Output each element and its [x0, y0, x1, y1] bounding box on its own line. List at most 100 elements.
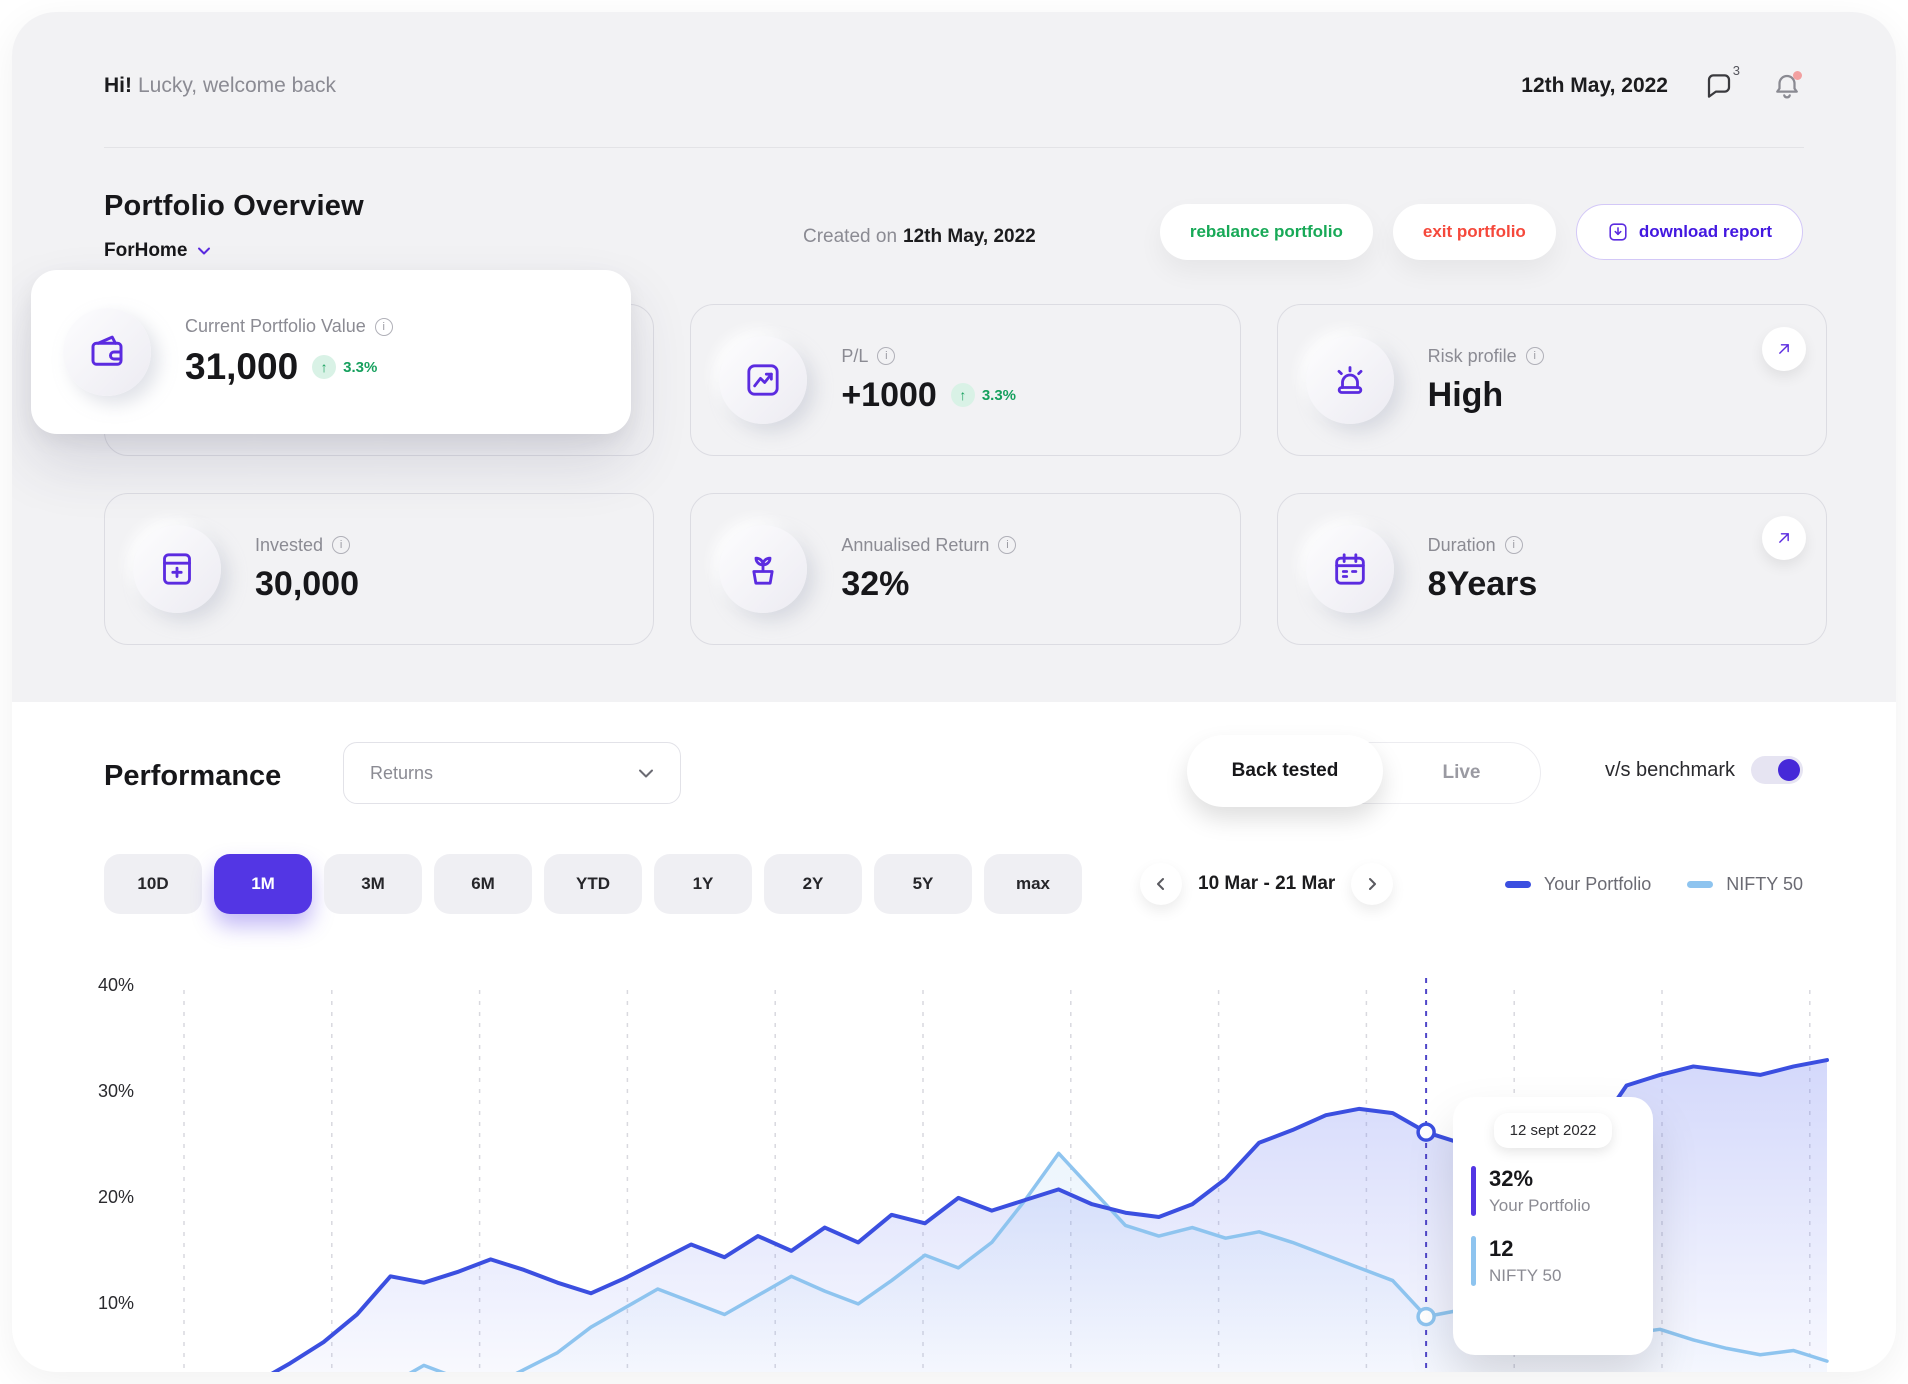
- stat-card-annualised-return: Annualised Return i 32%: [690, 493, 1241, 645]
- sprout-icon: [719, 525, 808, 613]
- page-title: Portfolio Overview: [104, 190, 364, 222]
- legend-nifty-label: NIFTY 50: [1726, 873, 1803, 894]
- chevron-down-icon: [639, 769, 653, 777]
- current-date: 12th May, 2022: [1521, 74, 1668, 97]
- range-5y[interactable]: 5Y: [874, 854, 972, 914]
- deposit-box-icon: [133, 525, 221, 613]
- prev-range-button[interactable]: [1140, 863, 1182, 905]
- current-value-delta-pct: 3.3%: [343, 358, 378, 376]
- nifty-line-swatch: [1687, 880, 1714, 888]
- ytick-40: 40%: [98, 975, 135, 995]
- annualised-value: 32%: [841, 564, 910, 603]
- range-3m[interactable]: 3M: [324, 854, 422, 914]
- download-report-button[interactable]: download report: [1575, 204, 1803, 260]
- tooltip-nifty-row: 12 NIFTY 50: [1471, 1236, 1635, 1286]
- chat-count-badge: 3: [1732, 63, 1740, 78]
- info-icon[interactable]: i: [1504, 536, 1523, 554]
- exit-portfolio-button[interactable]: exit portfolio: [1392, 204, 1556, 260]
- portfolio-selector-label: ForHome: [104, 240, 188, 261]
- rebalance-portfolio-button[interactable]: rebalance portfolio: [1159, 204, 1373, 260]
- range-6m[interactable]: 6M: [434, 854, 532, 914]
- tab-back-tested[interactable]: Back tested: [1187, 734, 1383, 807]
- invested-label: Invested: [255, 534, 324, 555]
- greeting-text: Lucky, welcome back: [138, 74, 337, 97]
- tooltip-portfolio-bar: [1471, 1166, 1476, 1216]
- pl-chart-icon: [719, 336, 808, 424]
- arrow-up-right-icon: [1779, 533, 1789, 543]
- info-icon[interactable]: i: [374, 317, 393, 336]
- risk-value: High: [1427, 375, 1504, 414]
- pl-value: +1000: [841, 375, 937, 414]
- created-on-date: 12th May, 2022: [903, 226, 1036, 247]
- tab-live[interactable]: Live: [1442, 762, 1481, 783]
- pl-delta: ↑ 3.3%: [950, 383, 1017, 407]
- chart-tooltip: 12 sept 2022 32% Your Portfolio 12 NIFTY…: [1453, 1097, 1653, 1355]
- up-arrow-icon: ↑: [312, 355, 337, 379]
- chevron-down-icon: [198, 247, 211, 255]
- tooltip-portfolio-label: Your Portfolio: [1489, 1196, 1591, 1215]
- notification-dot: [1793, 71, 1802, 80]
- annualised-label: Annualised Return: [841, 534, 990, 555]
- download-label: download report: [1638, 222, 1772, 241]
- range-10d[interactable]: 10D: [104, 854, 202, 914]
- range-2y[interactable]: 2Y: [764, 854, 862, 914]
- exit-label: exit portfolio: [1422, 222, 1526, 241]
- legend-portfolio-label: Your Portfolio: [1543, 873, 1652, 894]
- chat-icon[interactable]: 3: [1702, 63, 1740, 103]
- rebalance-label: rebalance portfolio: [1189, 222, 1343, 241]
- alarm-icon: [1305, 336, 1394, 424]
- date-navigation: 10 Mar - 21 Mar: [1140, 854, 1394, 914]
- header-divider: [104, 147, 1804, 148]
- legend-item-nifty: NIFTY 50: [1687, 874, 1803, 895]
- nifty-marker[interactable]: [1416, 1306, 1436, 1327]
- range-1y[interactable]: 1Y: [654, 854, 752, 914]
- portfolio-actions: rebalance portfolio exit portfolio downl…: [1159, 204, 1803, 260]
- greeting-bold: Hi!: [104, 74, 132, 97]
- performance-title: Performance: [104, 760, 282, 792]
- pl-delta-pct: 3.3%: [981, 386, 1017, 404]
- arrow-up-right-icon: [1779, 344, 1789, 354]
- stat-card-duration: Duration i 8Years: [1276, 493, 1827, 645]
- stat-card-risk-profile: Risk profile i High: [1276, 304, 1827, 456]
- info-icon[interactable]: i: [1525, 347, 1544, 365]
- risk-profile-open-button[interactable]: [1761, 327, 1806, 371]
- toggle-knob: [1778, 759, 1800, 781]
- stat-card-invested: Invested i 30,000: [104, 493, 655, 645]
- benchmark-label: v/s benchmark: [1604, 758, 1735, 781]
- duration-label: Duration: [1427, 534, 1496, 555]
- up-arrow-icon: ↑: [950, 383, 975, 407]
- chat-bubble-icon: [1707, 74, 1731, 98]
- portfolio-marker[interactable]: [1416, 1122, 1436, 1142]
- stat-card-pl: P/L i +1000 ↑ 3.3%: [690, 304, 1241, 456]
- chart-legend: Your Portfolio NIFTY 50: [1504, 854, 1803, 914]
- current-value: 31,000: [185, 346, 299, 387]
- date-range-label: 10 Mar - 21 Mar: [1198, 873, 1336, 894]
- range-1m[interactable]: 1M: [214, 854, 312, 914]
- time-range-buttons: 10D 1M 3M 6M YTD 1Y 2Y 5Y max: [104, 854, 1082, 914]
- legend-item-portfolio: Your Portfolio: [1504, 873, 1652, 895]
- stat-cards: P/L i +1000 ↑ 3.3% Risk profile i High: [104, 304, 1827, 645]
- duration-open-button[interactable]: [1761, 516, 1806, 560]
- range-ytd[interactable]: YTD: [544, 854, 642, 914]
- tooltip-portfolio-value: 32%: [1489, 1166, 1534, 1191]
- next-range-button[interactable]: [1351, 863, 1394, 905]
- info-icon[interactable]: i: [877, 347, 896, 365]
- current-value-delta: ↑ 3.3%: [312, 355, 377, 379]
- range-max[interactable]: max: [984, 854, 1082, 914]
- chevron-right-icon: [1369, 878, 1377, 890]
- app-window: Hi! Lucky, welcome back 12th May, 2022 3 …: [12, 12, 1896, 1372]
- created-on-label: Created on: [803, 226, 898, 247]
- chevron-left-icon: [1157, 878, 1164, 890]
- returns-dropdown[interactable]: Returns: [343, 742, 681, 804]
- benchmark-toggle[interactable]: [1751, 756, 1803, 784]
- current-value-label: Current Portfolio Value: [185, 316, 366, 336]
- portfolio-selector[interactable]: ForHome: [104, 240, 211, 262]
- info-icon[interactable]: i: [332, 536, 351, 554]
- duration-value: 8Years: [1427, 564, 1538, 603]
- chart-gridlines: [183, 990, 1811, 1372]
- notifications-icon[interactable]: [1770, 69, 1804, 103]
- bell-icon: [1776, 74, 1798, 99]
- risk-label: Risk profile: [1427, 345, 1517, 366]
- info-icon[interactable]: i: [998, 536, 1017, 554]
- returns-dropdown-value: Returns: [370, 762, 434, 783]
